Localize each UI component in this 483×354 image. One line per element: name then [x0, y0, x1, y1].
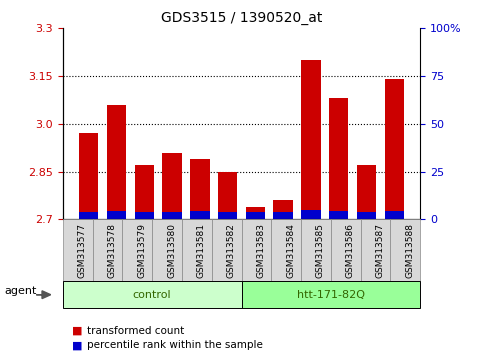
Text: percentile rank within the sample: percentile rank within the sample: [87, 340, 263, 350]
Bar: [107, 211, 126, 219]
Bar: [190, 159, 210, 219]
Bar: [135, 165, 154, 219]
Bar: [79, 211, 99, 219]
Text: GSM313586: GSM313586: [346, 223, 355, 278]
Bar: [107, 105, 126, 219]
Bar: [273, 200, 293, 219]
Text: GSM313580: GSM313580: [167, 223, 176, 278]
Text: ■: ■: [72, 326, 83, 336]
Bar: [218, 172, 237, 219]
Bar: [162, 212, 182, 219]
Bar: [384, 79, 404, 219]
Text: control: control: [133, 290, 171, 300]
Bar: [329, 211, 348, 219]
Bar: [357, 212, 376, 219]
Text: transformed count: transformed count: [87, 326, 184, 336]
Bar: [301, 60, 321, 219]
Bar: [79, 133, 99, 219]
Text: GSM313583: GSM313583: [256, 223, 265, 278]
Bar: [357, 165, 376, 219]
Text: htt-171-82Q: htt-171-82Q: [297, 290, 365, 300]
Text: GSM313579: GSM313579: [137, 223, 146, 278]
Text: GSM313578: GSM313578: [108, 223, 116, 278]
Bar: [190, 211, 210, 219]
Text: GSM313584: GSM313584: [286, 223, 295, 278]
Bar: [273, 212, 293, 219]
Text: GSM313581: GSM313581: [197, 223, 206, 278]
Bar: [135, 211, 154, 219]
Bar: [301, 210, 321, 219]
Bar: [162, 153, 182, 219]
Text: GSM313582: GSM313582: [227, 223, 236, 278]
Bar: [218, 212, 237, 219]
Bar: [246, 212, 265, 219]
Text: ■: ■: [72, 340, 83, 350]
Bar: [384, 211, 404, 219]
Bar: [246, 207, 265, 219]
Text: GSM313585: GSM313585: [316, 223, 325, 278]
Text: GSM313588: GSM313588: [405, 223, 414, 278]
Text: GSM313577: GSM313577: [78, 223, 86, 278]
Text: agent: agent: [5, 286, 37, 296]
Text: GSM313587: GSM313587: [376, 223, 384, 278]
Bar: [329, 98, 348, 219]
Title: GDS3515 / 1390520_at: GDS3515 / 1390520_at: [161, 11, 322, 24]
